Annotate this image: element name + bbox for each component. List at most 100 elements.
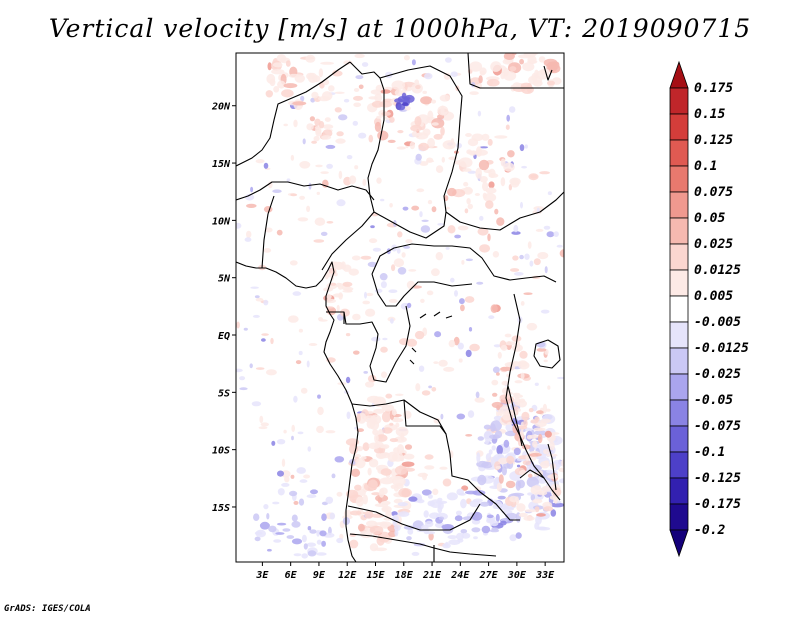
colorbar-label: -0.1 bbox=[694, 445, 725, 460]
field-patch bbox=[507, 150, 515, 158]
field-patch bbox=[437, 105, 449, 116]
field-patch bbox=[492, 251, 500, 258]
field-patch bbox=[267, 548, 272, 552]
field-patch bbox=[252, 314, 260, 318]
field-patch bbox=[255, 159, 265, 164]
field-patch bbox=[490, 423, 496, 432]
field-patch bbox=[476, 281, 484, 285]
field-patch bbox=[299, 195, 305, 200]
field-patch bbox=[545, 408, 551, 412]
field-patch bbox=[485, 187, 497, 194]
y-tick-label: 5N bbox=[218, 274, 231, 285]
field-patch bbox=[389, 203, 393, 208]
field-patch bbox=[380, 281, 387, 289]
country-border bbox=[321, 211, 375, 271]
x-tick-label: 27E bbox=[479, 570, 499, 581]
field-patch bbox=[308, 343, 318, 346]
field-patch bbox=[543, 448, 550, 455]
field-patch bbox=[362, 300, 371, 305]
field-patch bbox=[481, 525, 491, 534]
field-patch bbox=[276, 522, 287, 526]
field-patch bbox=[491, 527, 499, 531]
field-patch bbox=[367, 467, 372, 476]
field-patch bbox=[467, 138, 479, 147]
field-patch bbox=[296, 467, 307, 474]
field-patch bbox=[547, 474, 559, 479]
field-patch bbox=[440, 126, 445, 136]
field-patch bbox=[479, 244, 491, 253]
field-patch bbox=[255, 367, 265, 370]
field-patch bbox=[516, 503, 526, 512]
field-patch bbox=[401, 102, 409, 106]
field-patch bbox=[454, 290, 458, 297]
field-patch bbox=[485, 453, 492, 462]
field-patch bbox=[519, 254, 524, 260]
field-patch bbox=[499, 394, 512, 401]
field-patch bbox=[511, 231, 521, 235]
field-patch bbox=[364, 291, 367, 299]
colorbar-label: -0.025 bbox=[694, 367, 741, 382]
field-patch bbox=[457, 225, 469, 231]
field-patch bbox=[254, 531, 263, 535]
field-patch bbox=[379, 477, 394, 485]
field-patch bbox=[336, 491, 343, 497]
field-patch bbox=[356, 446, 364, 452]
field-patch bbox=[515, 532, 522, 539]
field-patch bbox=[527, 492, 533, 496]
field-patch bbox=[320, 171, 329, 175]
field-patch bbox=[325, 496, 334, 504]
field-patch bbox=[354, 484, 362, 491]
field-patch bbox=[518, 360, 528, 367]
field-patch bbox=[354, 53, 365, 59]
field-patch bbox=[482, 181, 489, 192]
field-patch bbox=[317, 406, 324, 416]
field-patch bbox=[374, 93, 383, 103]
field-patch bbox=[529, 260, 534, 267]
field-patch bbox=[406, 536, 412, 541]
field-patch bbox=[396, 248, 401, 254]
field-patch bbox=[266, 513, 270, 520]
field-patch bbox=[469, 91, 479, 95]
field-patch bbox=[354, 165, 359, 170]
field-patch bbox=[445, 57, 452, 63]
field-patch bbox=[474, 193, 480, 196]
field-patch bbox=[509, 268, 520, 272]
field-patch bbox=[488, 315, 495, 320]
field-patch bbox=[467, 410, 475, 418]
field-patch bbox=[494, 208, 499, 215]
field-patch bbox=[395, 393, 404, 396]
field-patch bbox=[403, 96, 411, 101]
field-patch bbox=[397, 130, 404, 134]
field-patch bbox=[391, 264, 396, 272]
field-patch bbox=[503, 71, 517, 81]
field-patch bbox=[512, 82, 522, 89]
field-patch bbox=[448, 339, 456, 348]
x-tick-label: 30E bbox=[507, 570, 527, 581]
field-patch bbox=[236, 368, 243, 373]
field-patch bbox=[351, 468, 361, 477]
field-patch bbox=[306, 494, 317, 499]
field-patch bbox=[556, 376, 564, 380]
field-patch bbox=[410, 124, 422, 132]
field-patch bbox=[393, 485, 399, 492]
field-patch bbox=[441, 156, 445, 163]
field-patch bbox=[370, 225, 375, 229]
field-patch bbox=[375, 434, 388, 442]
field-patch bbox=[314, 126, 320, 130]
field-patch bbox=[391, 80, 406, 90]
field-patch bbox=[380, 89, 391, 94]
field-patch bbox=[355, 496, 364, 507]
field-patch bbox=[497, 495, 506, 500]
field-patch bbox=[272, 189, 282, 193]
field-patch bbox=[426, 290, 434, 296]
colorbar-swatch bbox=[669, 347, 689, 375]
field-patch bbox=[523, 516, 535, 521]
field-patch bbox=[530, 419, 539, 424]
field-patch bbox=[535, 228, 544, 232]
field-patch bbox=[437, 223, 445, 226]
field-patch bbox=[293, 119, 298, 128]
field-patch bbox=[387, 451, 398, 462]
country-border bbox=[261, 195, 275, 269]
field-patch bbox=[293, 553, 302, 557]
field-patch bbox=[263, 162, 269, 169]
